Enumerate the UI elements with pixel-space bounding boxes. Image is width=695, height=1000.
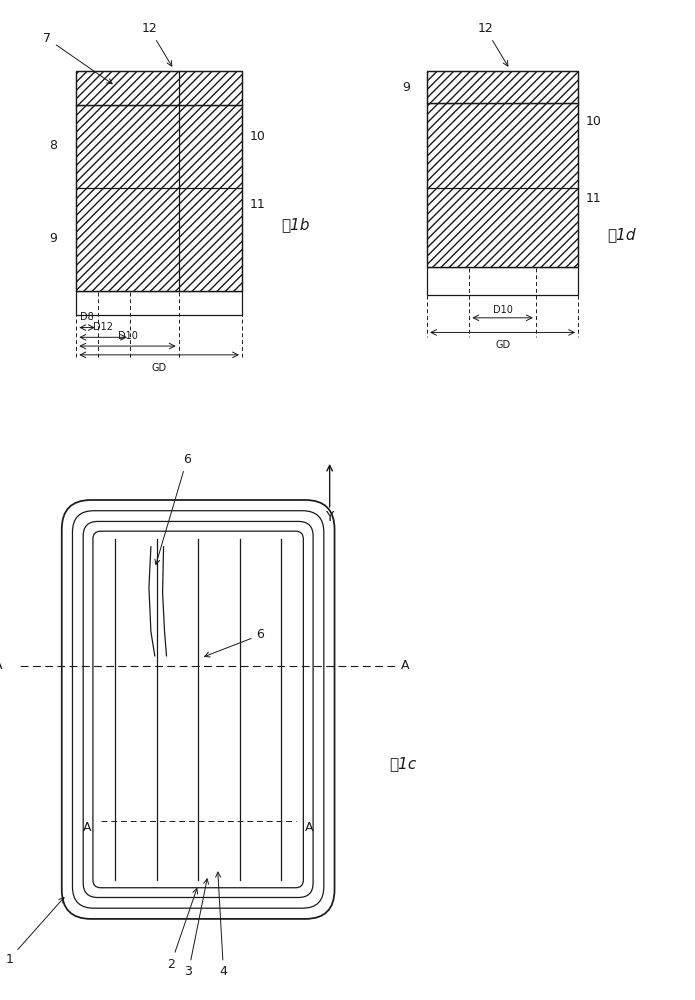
Text: A: A [400,659,409,672]
Text: 10: 10 [586,115,602,128]
FancyBboxPatch shape [62,500,334,919]
Text: 11: 11 [250,198,265,211]
Bar [76,105,242,291]
Text: 9: 9 [402,81,411,94]
Text: 9: 9 [49,232,57,245]
Text: 图1b: 图1b [281,218,310,233]
Text: A: A [83,821,91,834]
Text: 12: 12 [142,22,172,66]
Text: 10: 10 [250,130,265,143]
Text: D10: D10 [493,305,512,315]
Bar [427,71,578,103]
Text: 6: 6 [155,453,191,564]
Text: A: A [0,659,3,672]
Text: Y: Y [325,510,334,524]
FancyBboxPatch shape [83,521,313,897]
Bar [427,71,578,267]
FancyBboxPatch shape [72,511,324,908]
FancyBboxPatch shape [93,531,303,888]
Bar [427,103,578,267]
Bar [76,291,242,315]
Text: 12: 12 [477,22,508,66]
Text: 2: 2 [167,888,197,971]
Text: 4: 4 [215,872,227,978]
Text: A: A [305,821,313,834]
Text: 图1d: 图1d [607,227,636,242]
Text: D12: D12 [93,322,113,332]
Text: 6: 6 [204,628,265,657]
Text: 3: 3 [184,879,208,978]
Text: 图1c: 图1c [389,756,416,771]
Text: 8: 8 [49,139,57,152]
Text: D8: D8 [80,312,94,322]
Bar [427,267,578,295]
Text: GD: GD [495,340,510,350]
Bar [76,71,242,105]
Text: GD: GD [152,363,167,373]
Text: 7: 7 [43,32,112,84]
Text: 1: 1 [6,897,64,966]
Text: 11: 11 [586,192,602,205]
Bar [76,71,242,291]
Text: D10: D10 [117,331,138,341]
